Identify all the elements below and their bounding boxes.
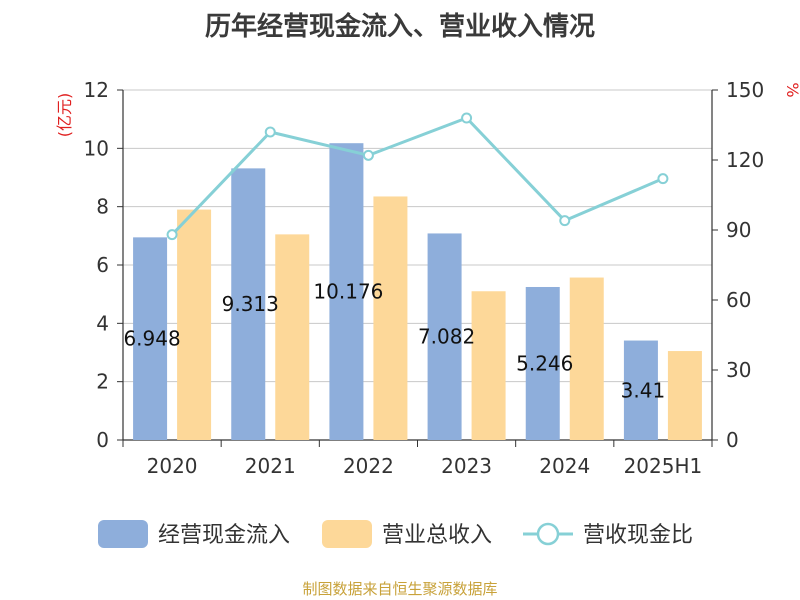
bar-revenue: [177, 209, 212, 440]
legend-ratio-swatch-marker: [536, 522, 560, 546]
bar-data-label: 6.948: [123, 327, 180, 351]
line-ratio: [170, 116, 664, 236]
bar-revenue: [667, 351, 702, 440]
legend-revenue-label: 营业总收入: [382, 523, 492, 548]
line-point: [461, 112, 473, 124]
bar-data-label: 3.41: [621, 378, 666, 402]
bar-data-label: 9.313: [222, 292, 279, 316]
bar-data-label: 7.082: [418, 325, 475, 349]
left-axis-tick-label: 10: [84, 136, 109, 160]
line-point: [166, 229, 178, 241]
bar-cash-inflow: [427, 233, 462, 440]
bar-cash-inflow: [133, 237, 168, 440]
bar-revenue: [373, 196, 408, 440]
left-axis-tick-label: 8: [96, 195, 109, 219]
bar-revenue: [471, 291, 506, 440]
bar-cash-inflow: [329, 143, 364, 440]
line-point: [362, 149, 374, 161]
bar-cash-inflow: [525, 286, 560, 440]
left-axis-unit: (亿元): [55, 93, 74, 138]
x-axis-tick-label: 2021: [245, 454, 296, 478]
legend-cash-inflow-label: 经营现金流入: [158, 523, 290, 548]
line-point: [657, 173, 669, 185]
left-axis-tick-label: 2: [96, 370, 109, 394]
bar-cash-inflow: [623, 340, 658, 440]
bar-revenue: [275, 234, 310, 440]
legend-ratio-label: 营收现金比: [583, 523, 693, 548]
x-axis-tick-label: 2020: [147, 454, 198, 478]
bar-cash-inflow: [231, 168, 266, 440]
bar-data-label: 5.246: [516, 351, 573, 375]
left-axis-tick-label: 4: [96, 311, 109, 335]
x-axis-tick-label: 2023: [441, 454, 492, 478]
right-axis-tick-label: 90: [726, 218, 751, 242]
line-point: [559, 215, 571, 227]
right-axis-tick-label: 150: [726, 78, 764, 102]
right-axis-tick-label: 60: [726, 288, 751, 312]
right-axis-tick-label: 120: [726, 148, 764, 172]
right-axis-tick-label: 30: [726, 358, 751, 382]
source-note: 制图数据来自恒生聚源数据库: [302, 580, 498, 598]
left-axis-tick-label: 12: [84, 78, 109, 102]
right-axis-unit: %: [783, 82, 800, 97]
x-axis-tick-label: 2025H1: [624, 454, 703, 478]
left-axis-tick-label: 0: [96, 428, 109, 452]
right-axis-tick-label: 0: [726, 428, 739, 452]
bar-revenue: [569, 277, 604, 440]
line-point: [264, 126, 276, 138]
x-axis-tick-label: 2022: [343, 454, 394, 478]
legend-cash-inflow-swatch: [98, 520, 148, 548]
x-axis-tick-label: 2024: [539, 454, 590, 478]
bar-data-label: 10.176: [313, 280, 383, 304]
left-axis-tick-label: 6: [96, 253, 109, 277]
chart-title: 历年经营现金流入、营业收入情况: [204, 12, 595, 42]
legend-revenue-swatch: [322, 520, 372, 548]
